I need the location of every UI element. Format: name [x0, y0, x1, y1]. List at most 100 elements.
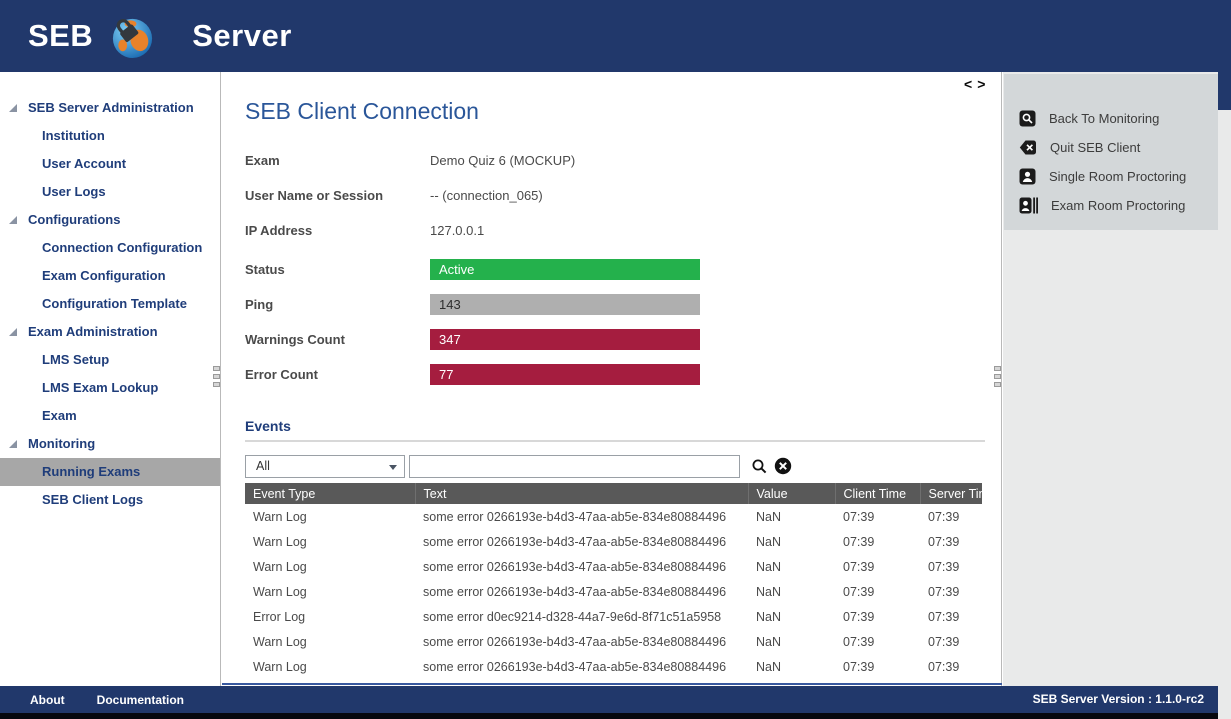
event-type-filter-dropdown[interactable]: All — [245, 455, 405, 478]
cell-client-time: 07:39 — [843, 534, 875, 549]
detail-label: IP Address — [245, 223, 313, 238]
main-content-panel: < > SEB Client Connection Exam Demo Quiz … — [222, 72, 1002, 686]
content-bottom-border — [222, 683, 1002, 685]
sidebar-item-label: Configuration Template — [42, 296, 187, 311]
events-search-input[interactable] — [409, 455, 740, 478]
search-icon[interactable] — [751, 458, 768, 475]
warnings-count-bar: 347 — [430, 329, 700, 350]
cell-text: some error 0266193e-b4d3-47aa-ab5e-834e8… — [423, 534, 727, 549]
actions-splitter-handle[interactable] — [994, 366, 1001, 387]
tree-expanded-icon[interactable] — [9, 328, 17, 336]
cell-server-time: 07:39 — [928, 534, 960, 549]
detail-label: Status — [245, 262, 285, 277]
cell-server-time: 07:39 — [928, 634, 960, 649]
top-right-corner-accent — [1218, 72, 1231, 110]
action-label: Quit SEB Client — [1050, 140, 1141, 155]
sidebar-item-connection-configuration[interactable]: Connection Configuration — [0, 234, 220, 262]
detail-row-warnings: Warnings Count 347 — [245, 329, 985, 350]
cell-event-type: Warn Log — [253, 584, 307, 599]
footer-link-documentation[interactable]: Documentation — [96, 692, 184, 707]
detail-label: User Name or Session — [245, 188, 384, 203]
detail-row-status: Status Active — [245, 259, 985, 280]
table-row[interactable]: Warn Log some error 0266193e-b4d3-47aa-ab… — [245, 554, 982, 579]
single-room-proctoring-button[interactable]: Single Room Proctoring — [1019, 162, 1186, 191]
clear-filter-icon[interactable] — [774, 457, 792, 475]
sidebar-item-label: Configurations — [28, 212, 121, 227]
table-row[interactable]: Warn Log some error 0266193e-b4d3-47aa-ab… — [245, 629, 982, 654]
page-title: SEB Client Connection — [245, 98, 479, 124]
table-row[interactable]: Warn Log some error 0266193e-b4d3-47aa-ab… — [245, 504, 982, 529]
sidebar-item-lms-exam-lookup[interactable]: LMS Exam Lookup — [0, 374, 220, 402]
detail-value: Demo Quiz 6 (MOCKUP) — [430, 153, 576, 168]
sidebar-item-institution[interactable]: Institution — [0, 122, 220, 150]
app-footer: About Documentation SEB Server Version :… — [0, 686, 1218, 713]
table-row[interactable]: Warn Log some error 0266193e-b4d3-47aa-ab… — [245, 579, 982, 604]
table-row[interactable]: Error Log some error d0ec9214-d328-44a7-9… — [245, 604, 982, 629]
events-divider — [245, 440, 985, 442]
sidebar-item-seb-client-logs[interactable]: SEB Client Logs — [0, 486, 220, 514]
tree-expanded-icon[interactable] — [9, 440, 17, 448]
footer-corner — [1218, 686, 1231, 719]
cell-text: some error 0266193e-b4d3-47aa-ab5e-834e8… — [423, 509, 727, 524]
sidebar-item-configuration-template[interactable]: Configuration Template — [0, 290, 220, 318]
sidebar-item-seb-server-administration[interactable]: SEB Server Administration — [0, 94, 220, 122]
single-room-proctoring-icon — [1019, 168, 1036, 185]
cell-text: some error 0266193e-b4d3-47aa-ab5e-834e8… — [423, 584, 727, 599]
detail-row-ip-address: IP Address 127.0.0.1 — [245, 220, 985, 241]
tree-expanded-icon[interactable] — [9, 216, 17, 224]
sidebar-item-exam-configuration[interactable]: Exam Configuration — [0, 262, 220, 290]
cell-event-type: Warn Log — [253, 659, 307, 674]
cell-text: some error 0266193e-b4d3-47aa-ab5e-834e8… — [423, 559, 727, 574]
cell-event-type: Warn Log — [253, 634, 307, 649]
event-type-filter-value: All — [256, 459, 270, 473]
column-header-server-time[interactable]: Server Time — [919, 483, 982, 504]
detail-label: Warnings Count — [245, 332, 345, 347]
quit-seb-client-button[interactable]: Quit SEB Client — [1019, 133, 1140, 162]
cell-client-time: 07:39 — [843, 584, 875, 599]
cell-server-time: 07:39 — [928, 659, 960, 674]
action-panel: Back To Monitoring Quit SEB Client Singl… — [1003, 72, 1231, 686]
detail-row-exam: Exam Demo Quiz 6 (MOCKUP) — [245, 150, 985, 171]
sidebar-item-exam-administration[interactable]: Exam Administration — [0, 318, 220, 346]
table-row[interactable]: Warn Log some error 0266193e-b4d3-47aa-ab… — [245, 654, 982, 679]
cell-event-type: Warn Log — [253, 509, 307, 524]
tree-expanded-icon[interactable] — [9, 104, 17, 112]
prev-page-arrow-icon[interactable]: < — [964, 76, 973, 92]
cell-text: some error 0266193e-b4d3-47aa-ab5e-834e8… — [423, 659, 727, 674]
column-header-text[interactable]: Text — [414, 483, 748, 504]
back-to-monitoring-button[interactable]: Back To Monitoring — [1019, 104, 1159, 133]
sidebar-item-user-account[interactable]: User Account — [0, 150, 220, 178]
cell-value: NaN — [756, 509, 782, 524]
sidebar-item-user-logs[interactable]: User Logs — [0, 178, 220, 206]
cell-event-type: Warn Log — [253, 559, 307, 574]
column-header-value[interactable]: Value — [747, 483, 835, 504]
cell-value: NaN — [756, 559, 782, 574]
cell-value: NaN — [756, 634, 782, 649]
sidebar-item-label: User Logs — [42, 184, 106, 199]
navigation-sidebar: SEB Server Administration Institution Us… — [0, 72, 221, 686]
sidebar-item-label: Exam Configuration — [42, 268, 166, 283]
column-header-event-type[interactable]: Event Type — [245, 483, 415, 504]
detail-row-user-session: User Name or Session -- (connection_065) — [245, 185, 985, 206]
cell-server-time: 07:39 — [928, 509, 960, 524]
cell-client-time: 07:39 — [843, 634, 875, 649]
sidebar-item-running-exams[interactable]: Running Exams — [0, 458, 220, 486]
cell-event-type: Warn Log — [253, 534, 307, 549]
cell-client-time: 07:39 — [843, 659, 875, 674]
column-header-client-time[interactable]: Client Time — [834, 483, 920, 504]
table-row[interactable]: Warn Log some error 0266193e-b4d3-47aa-ab… — [245, 529, 982, 554]
next-page-arrow-icon[interactable]: > — [977, 76, 986, 92]
page-navigation: < > — [964, 76, 990, 92]
sidebar-item-monitoring[interactable]: Monitoring — [0, 430, 220, 458]
footer-link-about[interactable]: About — [30, 692, 65, 707]
chevron-down-icon — [389, 465, 397, 470]
seb-globe-lock-logo-icon — [113, 18, 153, 58]
sidebar-item-lms-setup[interactable]: LMS Setup — [0, 346, 220, 374]
exam-room-proctoring-button[interactable]: Exam Room Proctoring — [1019, 191, 1185, 220]
action-label: Exam Room Proctoring — [1051, 198, 1186, 213]
brand-seb: SEB — [28, 18, 94, 53]
sidebar-item-configurations[interactable]: Configurations — [0, 206, 220, 234]
sidebar-splitter-handle[interactable] — [213, 366, 220, 387]
app-header: SEB Server — [0, 0, 1231, 72]
sidebar-item-exam[interactable]: Exam — [0, 402, 220, 430]
